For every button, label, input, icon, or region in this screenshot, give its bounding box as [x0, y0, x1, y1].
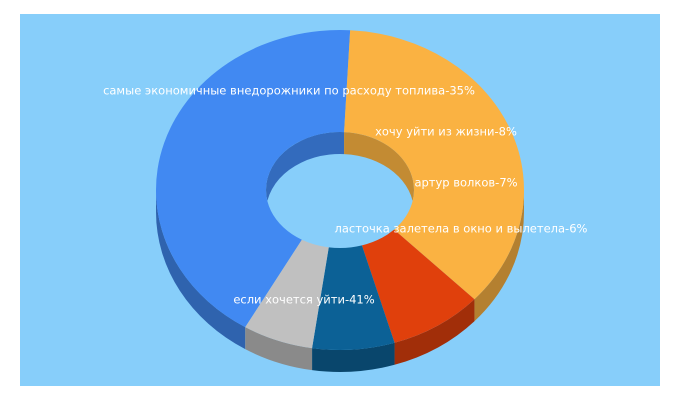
slice-label-1: если хочется уйти-41% [233, 293, 374, 307]
slice-4[interactable] [312, 245, 395, 351]
slice-inner-wall-2 [344, 132, 414, 212]
slice-side-4 [312, 342, 395, 373]
slice-side-2 [474, 190, 525, 322]
slice-5[interactable] [245, 239, 329, 349]
slice-2[interactable] [344, 30, 524, 300]
slice-label-2: самые экономичные внедорожники по расход… [103, 84, 475, 98]
slice-side-5 [245, 327, 313, 371]
slice-side-1 [156, 190, 246, 350]
slice-label-4: артур волков-7% [414, 176, 517, 190]
slice-3[interactable] [361, 229, 475, 343]
slice-side-3 [394, 299, 475, 365]
slice-label-5: ласточка залетела в окно и вылетела-6% [335, 222, 588, 236]
slice-label-3: хочу уйти из жизни-8% [375, 125, 517, 139]
slice-inner-wall-1 [266, 132, 345, 212]
slice-1[interactable] [156, 29, 351, 328]
